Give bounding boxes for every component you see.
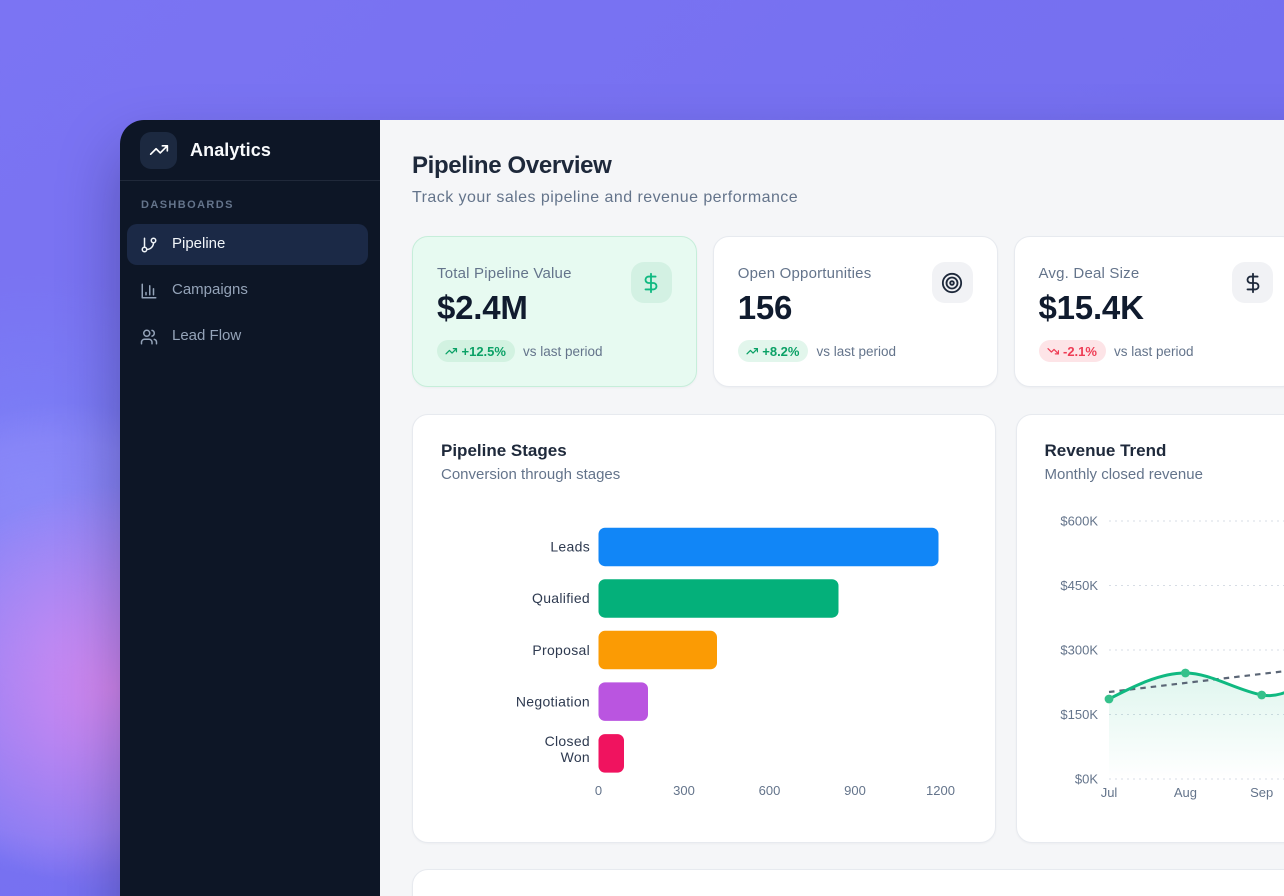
svg-text:1200: 1200 [926,783,955,798]
svg-text:Qualified: Qualified [532,590,590,606]
svg-text:Leads: Leads [550,539,590,555]
svg-text:300: 300 [673,783,695,798]
svg-text:$300K: $300K [1060,643,1098,658]
svg-text:$150K: $150K [1060,707,1098,722]
svg-text:$600K: $600K [1060,514,1098,529]
svg-text:0: 0 [595,783,602,798]
svg-text:Negotiation: Negotiation [516,694,590,710]
svg-text:Sep: Sep [1250,785,1273,800]
svg-text:Aug: Aug [1173,785,1196,800]
svg-text:900: 900 [844,783,866,798]
svg-text:$450K: $450K [1060,578,1098,593]
svg-text:Proposal: Proposal [532,642,590,658]
svg-text:Closed: Closed [545,733,590,749]
svg-text:Jul: Jul [1100,785,1117,800]
svg-text:$0K: $0K [1074,772,1097,787]
svg-text:600: 600 [759,783,781,798]
svg-text:Won: Won [561,749,590,765]
